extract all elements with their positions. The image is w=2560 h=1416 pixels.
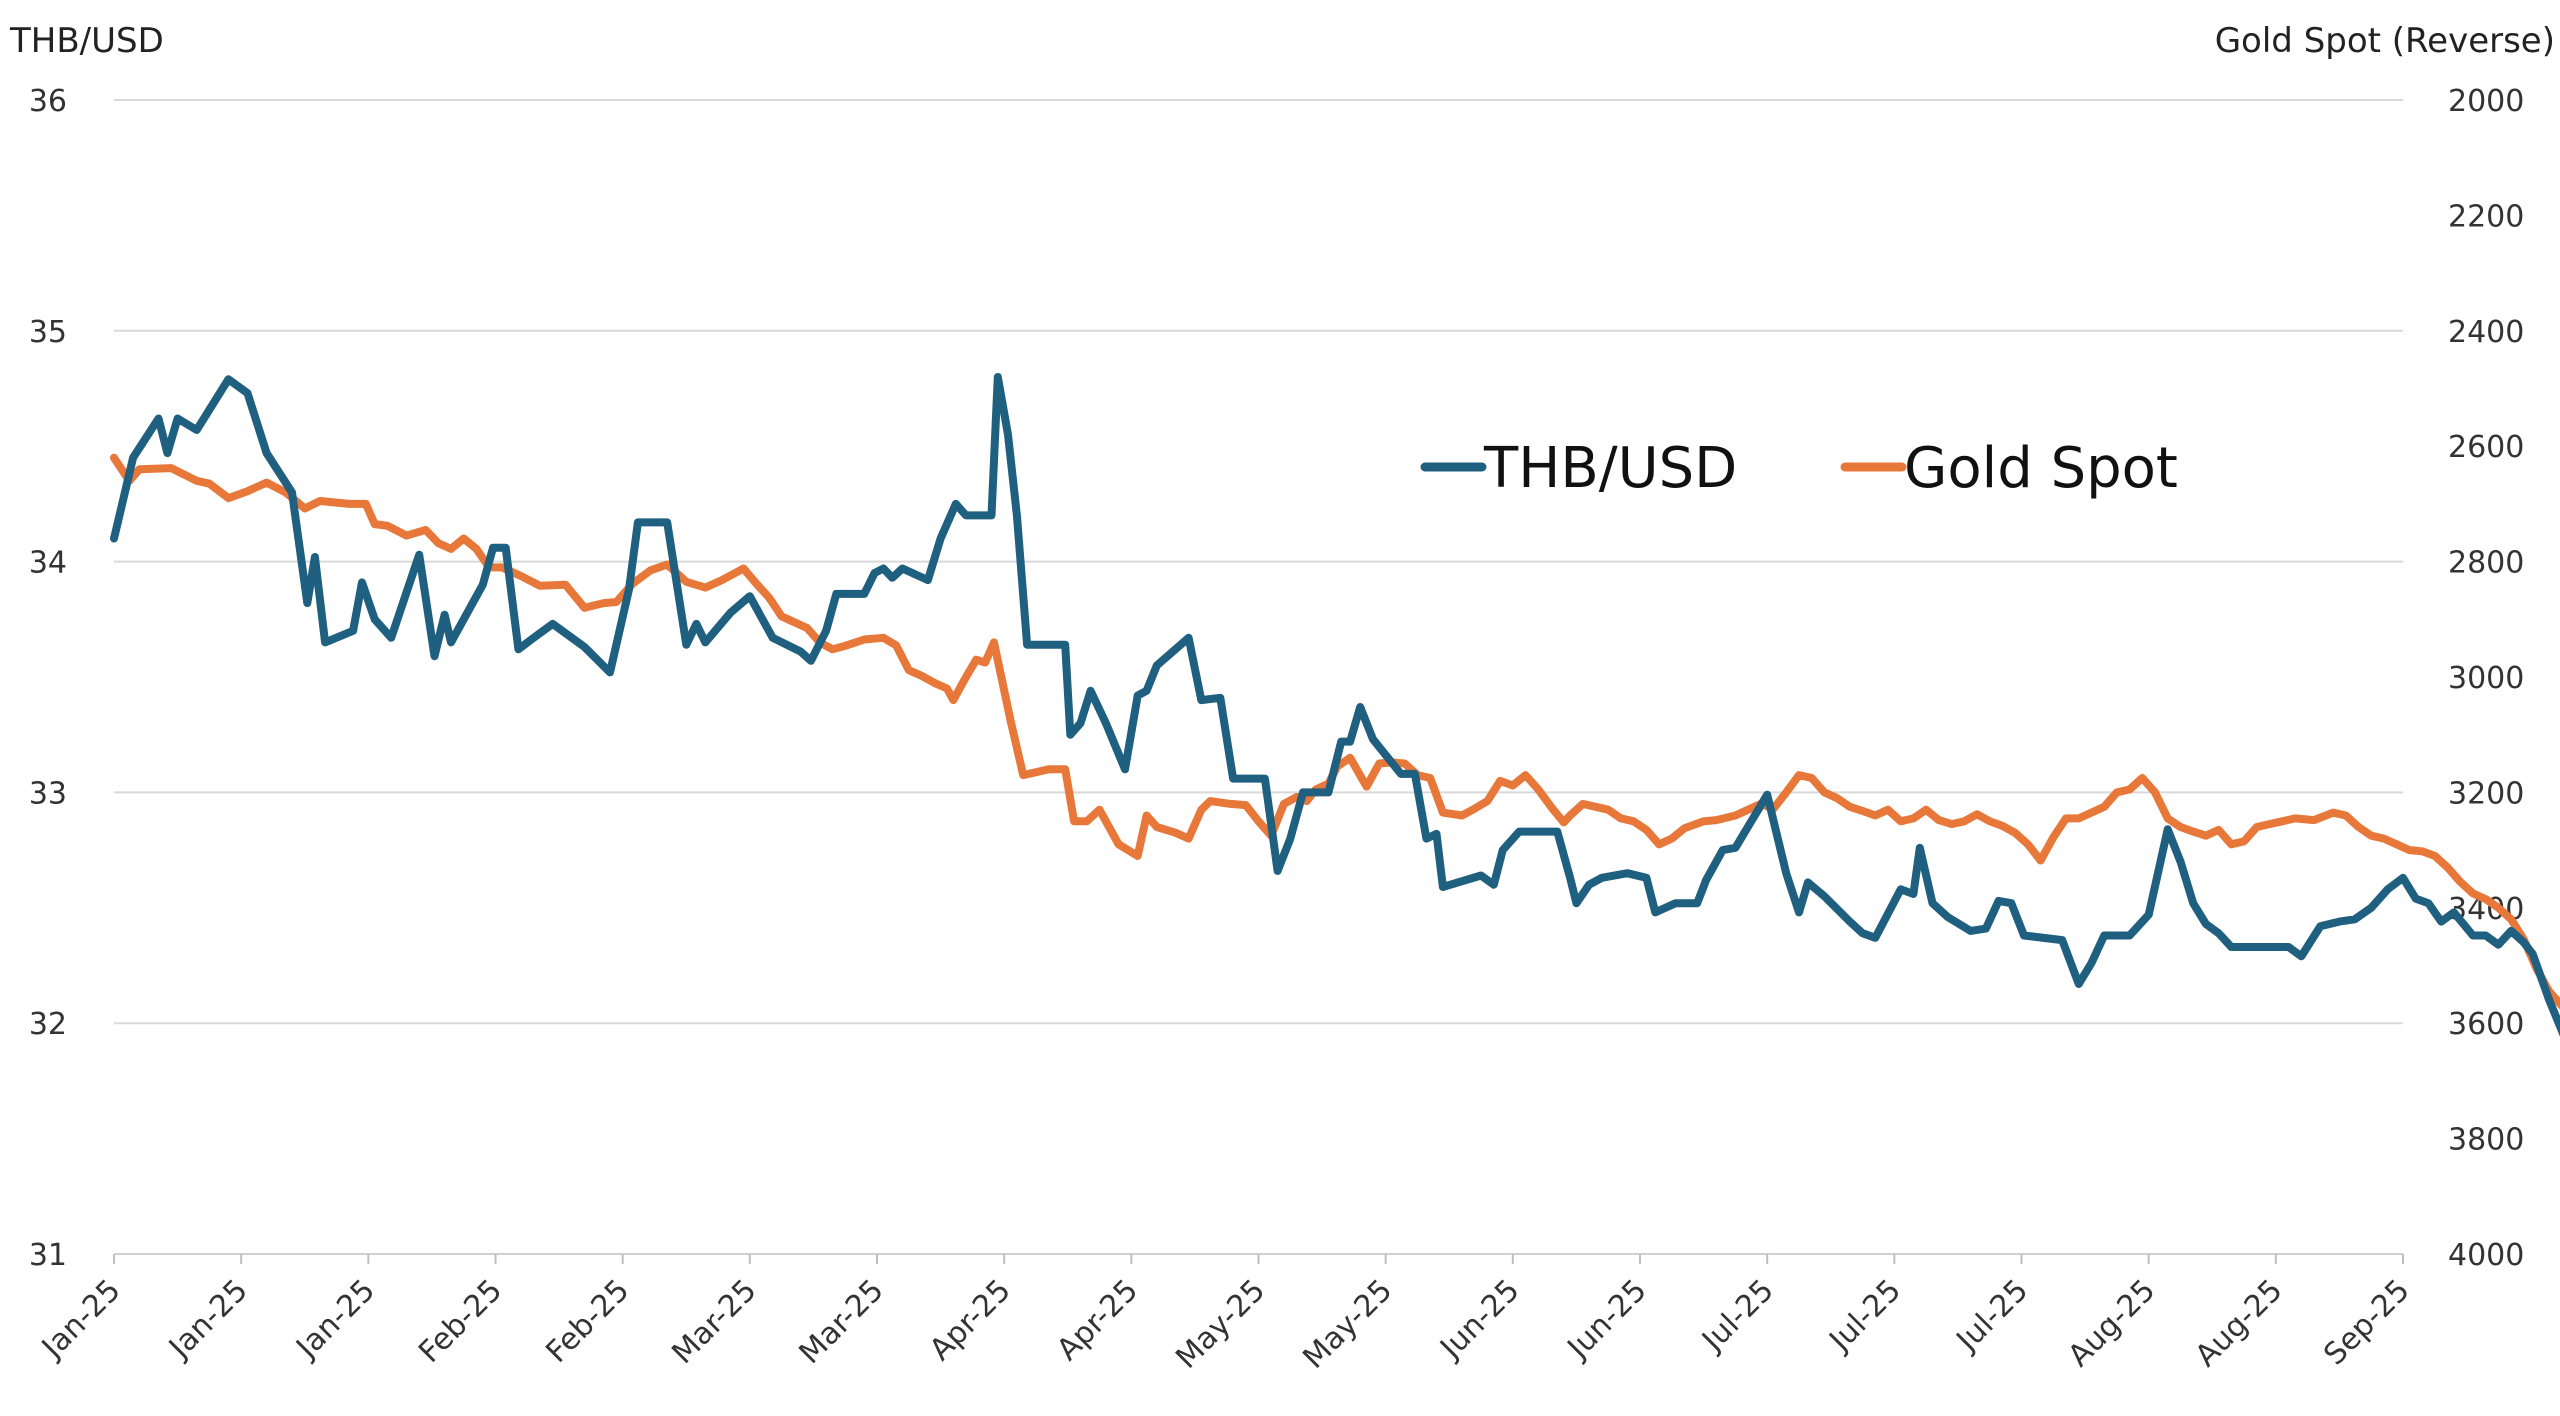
right-tick-label: 3600	[2448, 1007, 2524, 1042]
left-tick-label: 33	[29, 776, 67, 811]
x-tick-label: Jan-25	[288, 1273, 382, 1367]
right-tick-label: 2000	[2448, 84, 2524, 119]
x-tick-label: Jul-25	[1949, 1273, 2035, 1359]
right-tick-label: 2400	[2448, 315, 2524, 350]
x-tick-label: Jul-25	[1822, 1273, 1908, 1359]
x-tick-label: Jan-25	[34, 1273, 128, 1367]
right-tick-label: 4000	[2448, 1238, 2524, 1273]
x-tick-label: Mar-25	[665, 1273, 763, 1371]
x-tick-label: Mar-25	[793, 1273, 891, 1371]
x-tick-label: Jun-25	[1433, 1273, 1527, 1367]
x-tick-label: Jun-25	[1560, 1273, 1654, 1367]
legend-label-thb-usd: THB/USD	[1483, 436, 1737, 501]
series-layer	[110, 373, 2560, 1037]
left-tick-label: 36	[29, 84, 67, 119]
x-tick-label: Aug-25	[2062, 1273, 2163, 1374]
x-tick-label: May-25	[1296, 1273, 1399, 1376]
x-tick-label: Apr-25	[923, 1273, 1018, 1368]
right-tick-label: 3000	[2448, 661, 2524, 696]
x-tick-label: Feb-25	[412, 1273, 509, 1370]
left-axis-ticks: 31 32 33 34 35 36	[29, 84, 67, 1273]
x-axis-ticks: Jan-25 Jan-25 Jan-25 Feb-25 Feb-25 Mar-25 Mar-…	[34, 1253, 2417, 1376]
x-tick-label: Feb-25	[539, 1273, 636, 1370]
x-tick-label: Sep-25	[2317, 1273, 2416, 1372]
left-tick-label: 32	[29, 1007, 67, 1042]
right-tick-label: 2800	[2448, 546, 2524, 581]
gridlines	[114, 99, 2403, 1255]
left-axis-title: THB/USD	[9, 21, 164, 61]
right-tick-label: 2200	[2448, 199, 2524, 234]
legend: THB/USD Gold Spot	[1420, 436, 2178, 501]
left-tick-label: 35	[29, 315, 67, 350]
right-tick-label: 3200	[2448, 776, 2524, 811]
x-tick-label: Jan-25	[161, 1273, 255, 1367]
x-tick-label: Jul-25	[1694, 1273, 1780, 1359]
series-line-gold-spot	[110, 453, 2560, 1010]
series-line-thb-usd	[110, 373, 2560, 1037]
legend-label-gold-spot: Gold Spot	[1904, 436, 2178, 501]
right-tick-label: 3800	[2448, 1123, 2524, 1158]
x-tick-label: Apr-25	[1050, 1273, 1145, 1368]
left-tick-label: 34	[29, 546, 67, 581]
x-tick-label: May-25	[1169, 1273, 1272, 1376]
right-tick-label: 2600	[2448, 430, 2524, 465]
x-tick-label: Aug-25	[2189, 1273, 2290, 1374]
right-axis-title: Gold Spot (Reverse)	[2215, 21, 2555, 61]
right-axis-ticks: 2000220024002600280030003200340036003800…	[2448, 84, 2524, 1273]
left-tick-label: 31	[29, 1238, 67, 1273]
